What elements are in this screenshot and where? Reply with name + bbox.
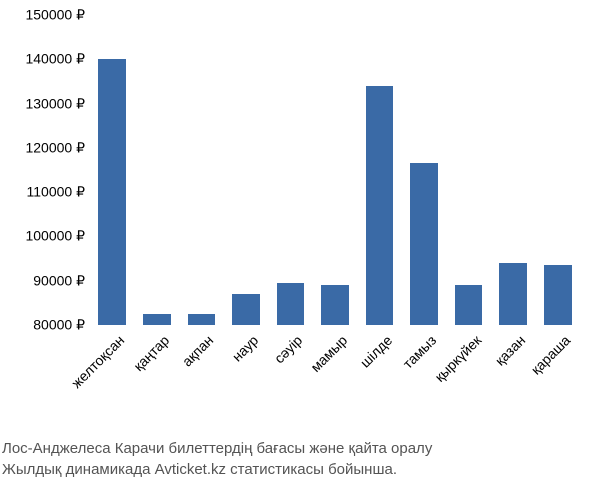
bar: [188, 314, 216, 325]
caption-line-2: Жылдық динамикада Avticket.kz статистика…: [2, 459, 600, 480]
x-tick-label: тамыз: [400, 332, 440, 372]
x-tick-label: ақпан: [179, 332, 216, 369]
x-tick-label: қыркүйек: [431, 332, 484, 385]
y-tick-label: 140000 ₽: [25, 51, 85, 68]
bar: [455, 285, 483, 325]
y-tick-label: 130000 ₽: [25, 95, 85, 112]
y-tick-label: 150000 ₽: [25, 7, 85, 24]
y-tick-label: 90000 ₽: [33, 272, 85, 289]
bar: [544, 265, 572, 325]
caption-line-1: Лос-Анджелеса Карачи билеттердің бағасы …: [2, 438, 600, 459]
x-tick-label: қаңтар: [130, 332, 172, 374]
bar: [232, 294, 260, 325]
bar: [366, 86, 394, 325]
price-bar-chart: 80000 ₽ 90000 ₽ 100000 ₽ 110000 ₽ 120000 ₽ 13…: [0, 0, 600, 500]
bar: [277, 283, 305, 325]
chart-caption: Лос-Анджелеса Карачи билеттердің бағасы …: [0, 438, 600, 480]
bar: [321, 285, 349, 325]
x-tick-label: сәуір: [271, 332, 305, 366]
bar: [499, 263, 527, 325]
bar: [143, 314, 171, 325]
x-tick-label: қазан: [492, 332, 529, 369]
x-tick-label: желтоқсан: [69, 332, 128, 391]
bar: [98, 59, 126, 325]
x-tick-label: шілде: [356, 332, 395, 371]
y-tick-label: 80000 ₽: [33, 317, 85, 334]
bar: [410, 163, 438, 325]
y-tick-label: 100000 ₽: [25, 228, 85, 245]
y-tick-label: 120000 ₽: [25, 139, 85, 156]
x-tick-label: наур: [229, 332, 262, 365]
x-tick-label: мамыр: [307, 332, 350, 375]
plot-area: [90, 15, 580, 325]
x-tick-label: қараша: [527, 332, 573, 378]
y-tick-label: 110000 ₽: [27, 184, 85, 201]
